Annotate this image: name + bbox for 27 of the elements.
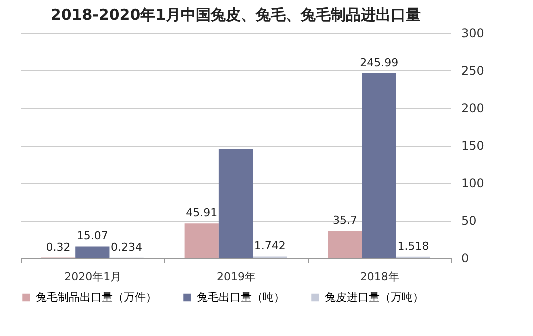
- bar: [76, 246, 110, 258]
- data-label: 1.742: [254, 240, 286, 253]
- y-tick-label: 150: [462, 139, 484, 153]
- bar: [218, 149, 254, 258]
- x-tick-label: 2020年1月: [64, 270, 122, 284]
- chart-title: 2018-2020年1月中国兔皮、兔毛、兔毛制品进出口量: [50, 6, 422, 24]
- x-tick-label: 2019年: [217, 270, 256, 284]
- y-tick-label: 250: [462, 64, 484, 78]
- data-label: 45.91: [186, 206, 218, 220]
- data-label: 0.234: [111, 240, 143, 254]
- legend-label: 兔毛出口量（吨）: [197, 290, 285, 304]
- data-label: 0.32: [46, 240, 71, 254]
- x-tick-label: 2018年: [360, 270, 400, 284]
- y-tick-label: 300: [462, 26, 484, 40]
- y-tick-label: 100: [462, 176, 484, 190]
- y-tick-label: 50: [462, 214, 477, 228]
- data-label: 15.07: [76, 230, 108, 243]
- y-tick-label: 200: [462, 102, 484, 116]
- y-tick-label: 0: [462, 252, 470, 266]
- data-label: 35.7: [332, 214, 358, 228]
- bar: [362, 74, 396, 258]
- legend-label: 兔皮进口量（万吨）: [325, 290, 424, 304]
- data-label: 245.99: [360, 56, 399, 70]
- legend-label: 兔毛制品出口量（万件）: [36, 290, 157, 304]
- bar: [184, 224, 219, 258]
- bar: [328, 231, 362, 258]
- data-label: 1.518: [398, 240, 430, 253]
